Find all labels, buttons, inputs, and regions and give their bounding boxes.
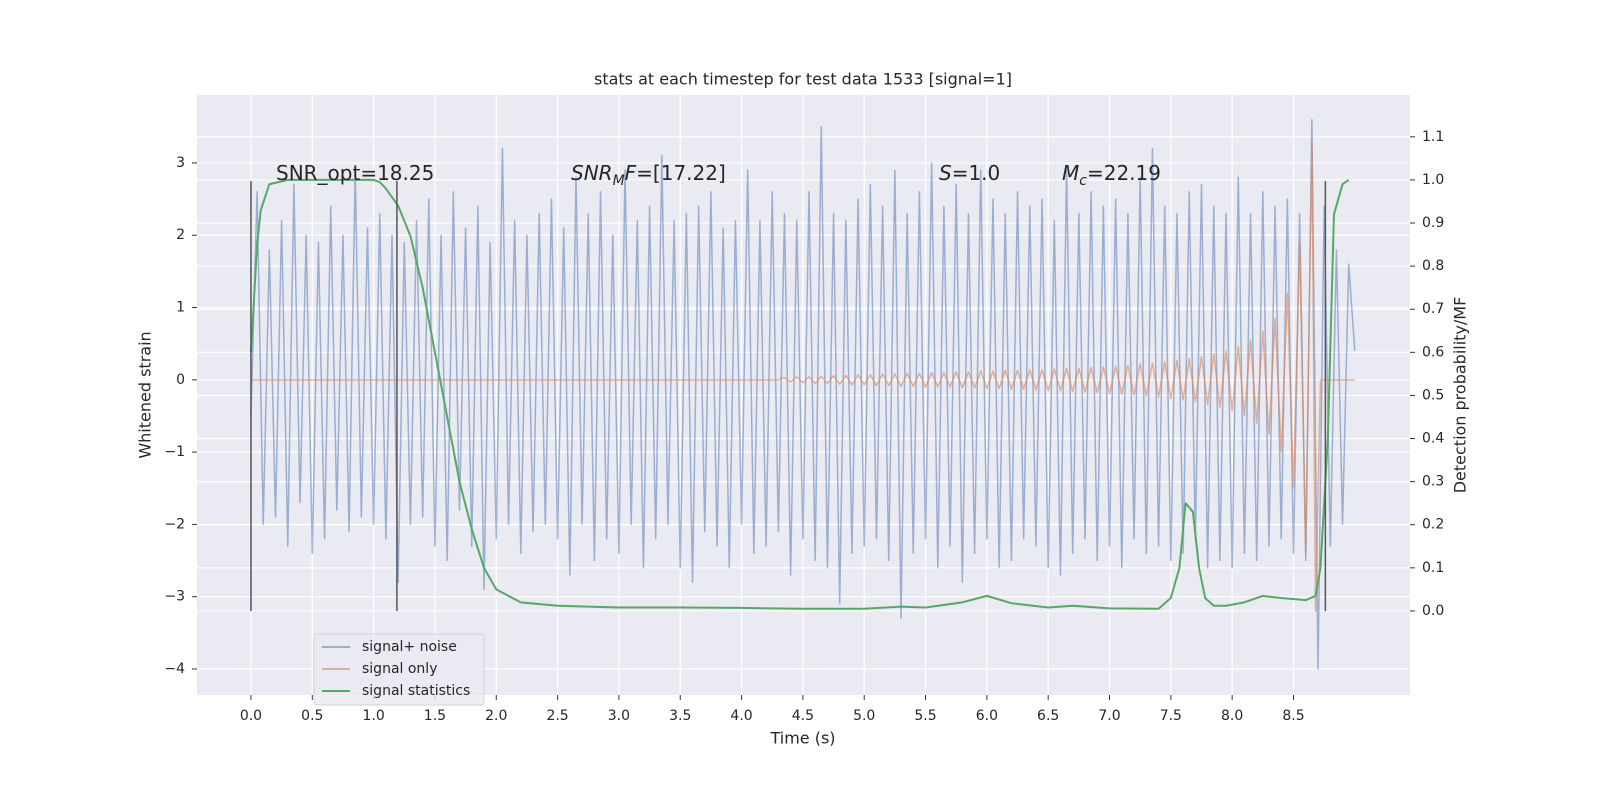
x-tick-label: 3.5 [669,708,691,724]
y2-tick-label: 1.1 [1422,129,1444,145]
y2-tick-label: 0.4 [1422,431,1444,447]
y-axis-label: Whitened strain [136,331,155,458]
x-tick-label: 2.5 [546,708,568,724]
series-line [250,118,1356,670]
annotation-part: S [939,161,952,185]
legend-box [313,633,485,706]
x-tick-label: 6.0 [976,708,998,724]
y2-tick-label: 0.6 [1422,344,1444,360]
y2-tick-label: 0.7 [1422,301,1444,317]
legend-label: signal+ noise [362,639,457,655]
y-tick-label: 1 [176,300,185,316]
y2-tick-label: 0.2 [1422,517,1444,533]
y-tick-label: −4 [164,661,185,677]
annotation-part: =[17.22] [636,161,726,185]
x-axis-label: Time (s) [769,729,835,748]
x-tick-label: 1.0 [362,708,384,724]
x-tick-label: 2.0 [485,708,507,724]
annotation: S=1.0 [939,161,1000,185]
annotation-part: SNR [571,161,613,185]
legend-label: signal only [362,661,437,677]
annotation-part: F [625,161,637,185]
x-tick-label: 7.0 [1098,708,1120,724]
x-tick-label: 8.5 [1282,708,1304,724]
series-line [250,140,1355,612]
x-tick-label: 1.5 [424,708,446,724]
annotation-part: =22.19 [1087,161,1161,185]
y-tick-label: −2 [164,516,185,532]
x-tick-label: 0.0 [240,708,262,724]
y-tick-label: 2 [176,227,185,243]
y-tick-label: −1 [164,444,185,460]
x-tick-label: 8.0 [1221,708,1243,724]
y2-tick-label: 1.0 [1422,172,1444,188]
legend-label: signal statistics [362,683,470,699]
y2-tick-label: 0.8 [1422,258,1444,274]
y-tick-label: −3 [164,589,185,605]
annotation-part: SNR_opt=18.25 [276,161,434,185]
y-tick-label: 0 [176,372,185,388]
series-line [249,178,1350,610]
x-tick-label: 7.5 [1160,708,1182,724]
y-tick-label: 3 [176,155,185,171]
annotation: Mc=22.19 [1062,161,1161,189]
y2-tick-label: 0.9 [1422,215,1444,231]
x-tick-label: 5.5 [914,708,936,724]
y2-tick-label: 0.0 [1422,603,1444,619]
x-tick-label: 5.0 [853,708,875,724]
annotation-part: c [1079,173,1087,189]
annotation-part: =1.0 [952,161,1001,185]
x-tick-label: 6.5 [1037,708,1059,724]
x-tick-label: 0.5 [301,708,323,724]
annotation: SNR_opt=18.25 [276,161,434,185]
x-tick-label: 4.5 [792,708,814,724]
annotation: SNRMF=[17.22] [571,161,726,189]
annotation-part: M [1062,161,1079,185]
y2-tick-label: 0.3 [1422,474,1444,490]
annotation-part: M [613,173,625,189]
y2-tick-label: 0.1 [1422,560,1444,576]
x-tick-label: 3.0 [608,708,630,724]
chart-title: stats at each timestep for test data 153… [594,70,1012,89]
y2-axis-label: Detection probability/MF [1451,297,1470,494]
y2-tick-label: 0.5 [1422,387,1444,403]
x-tick-label: 4.0 [730,708,752,724]
